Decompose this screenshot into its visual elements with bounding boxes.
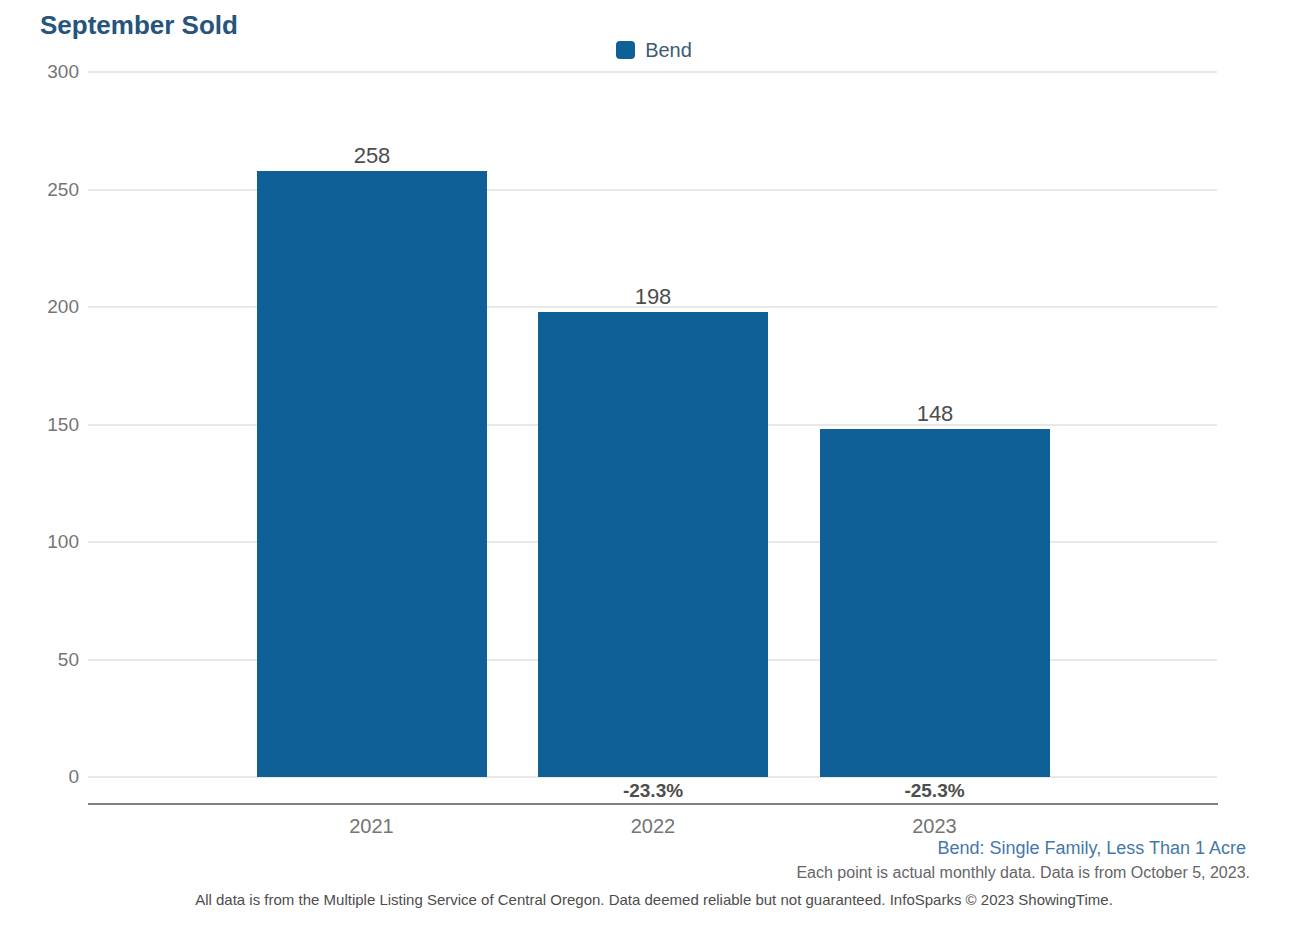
y-axis-tick-label: 0 [24, 766, 79, 788]
bar-2022[interactable] [538, 312, 768, 777]
plot-area: 0 50 100 150 200 250 300 258 2021 198 2022 -23.3% 14… [0, 0, 1308, 934]
pct-change-label: -25.3% [875, 780, 995, 802]
chart-container: September Sold Bend 05010015020025030025… [0, 0, 1308, 934]
series-definition-annotation: Bend: Single Family, Less Than 1 Acre [938, 838, 1247, 859]
bar-2023[interactable] [820, 429, 1050, 777]
y-axis-tick-label: 100 [24, 531, 79, 553]
x-axis-tick-label: 2021 [312, 815, 432, 837]
x-axis-tick-label: 2023 [875, 815, 995, 837]
data-source-note: Each point is actual monthly data. Data … [796, 864, 1250, 882]
y-axis-tick-label: 300 [24, 61, 79, 83]
y-axis-tick-label: 200 [24, 296, 79, 318]
y-axis-tick-label: 250 [24, 179, 79, 201]
x-axis-tick-label: 2022 [593, 815, 713, 837]
y-axis-tick-label: 50 [24, 649, 79, 671]
disclaimer-text: All data is from the Multiple Listing Se… [0, 891, 1308, 908]
bar-2021[interactable] [257, 171, 487, 777]
bar-value-label: 198 [538, 285, 768, 309]
bar-value-label: 148 [820, 402, 1050, 426]
pct-change-label: -23.3% [593, 780, 713, 802]
x-axis-line [88, 803, 1218, 805]
bar-value-label: 258 [257, 144, 487, 168]
y-axis-tick-label: 150 [24, 414, 79, 436]
gridline-y-300 [88, 71, 1217, 73]
